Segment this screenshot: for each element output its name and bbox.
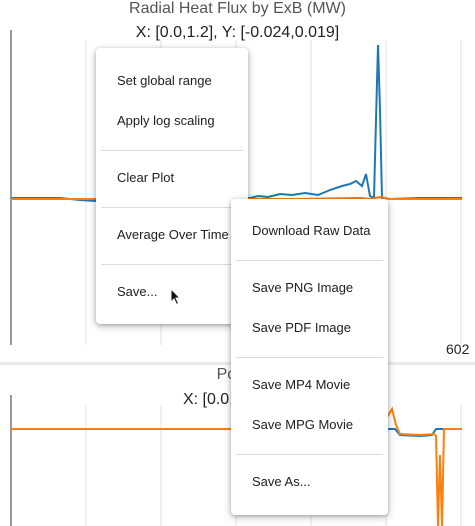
menu-divider <box>236 260 383 261</box>
menu-item-save-png[interactable]: Save PNG Image <box>252 280 354 295</box>
x-tick-label: 602 <box>446 341 470 357</box>
menu-item-clear-plot[interactable]: Clear Plot <box>117 170 175 185</box>
menu-item-save-pdf[interactable]: Save PDF Image <box>252 320 351 335</box>
menu-item-save-mp4[interactable]: Save MP4 Movie <box>252 377 351 392</box>
menu-item-save-as[interactable]: Save As... <box>252 474 311 489</box>
menu-divider <box>236 357 383 358</box>
menu-item-save-mpg[interactable]: Save MPG Movie <box>252 417 354 432</box>
menu-item-save[interactable]: Save... <box>117 284 158 299</box>
menu-divider <box>101 264 243 265</box>
series-line-orange <box>11 406 462 526</box>
menu-item-download-raw-data[interactable]: Download Raw Data <box>252 223 371 238</box>
mouse-cursor-icon <box>170 288 182 306</box>
menu-divider <box>101 150 243 151</box>
save-submenu: Download Raw Data Save PNG Image Save PD… <box>231 199 388 515</box>
plot-context-menu: Set global range Apply log scaling Clear… <box>96 48 248 324</box>
plot-title: Radial Heat Flux by ExB (MW) <box>129 0 346 17</box>
menu-divider <box>236 454 383 455</box>
menu-divider <box>101 207 243 208</box>
menu-item-set-global-range[interactable]: Set global range <box>117 73 212 88</box>
menu-item-average-over-time[interactable]: Average Over Time <box>117 227 229 242</box>
menu-item-apply-log-scaling[interactable]: Apply log scaling <box>117 113 215 128</box>
plot-range-label: X: [0.0,1.2], Y: [-0.024,0.019] <box>135 24 340 41</box>
